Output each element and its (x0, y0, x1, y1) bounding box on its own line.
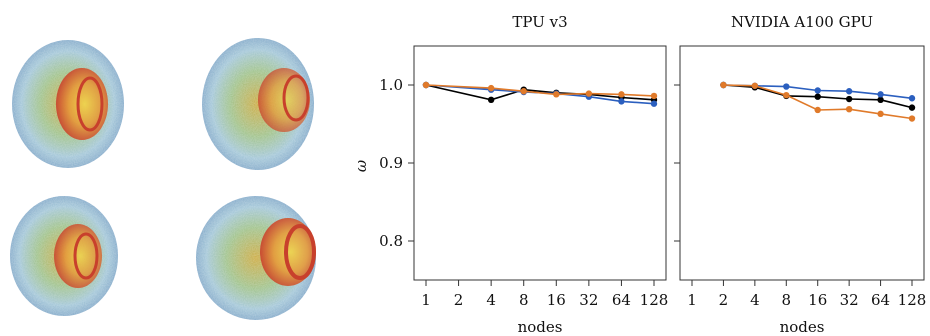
x-axis-label: nodes (780, 318, 825, 336)
simulation-render-bottom-right (196, 196, 316, 320)
data-point (520, 88, 527, 95)
data-point (618, 98, 625, 105)
data-point (618, 91, 625, 98)
x-tick-label: 8 (782, 291, 792, 309)
data-point (877, 96, 884, 104)
x-tick-label: 1 (421, 291, 431, 309)
data-point (720, 81, 727, 89)
data-point (422, 81, 430, 89)
data-point (877, 110, 884, 118)
data-point (814, 93, 821, 100)
data-point (845, 88, 853, 95)
simulation-render-top-right (202, 38, 314, 170)
x-tick-label: 64 (871, 291, 890, 309)
data-point (553, 91, 560, 98)
data-point (487, 96, 495, 104)
x-tick-label: 16 (547, 291, 566, 309)
data-point (814, 106, 821, 114)
chart-title: TPU v3 (512, 13, 567, 31)
data-point (650, 100, 658, 107)
x-tick-label: 1 (687, 291, 697, 309)
chart-title: NVIDIA A100 GPU (731, 13, 873, 31)
x-tick-label: 2 (719, 291, 729, 309)
series-3 (422, 81, 658, 100)
data-point (877, 91, 884, 98)
data-point (845, 95, 853, 103)
x-tick-label: 128 (640, 291, 669, 309)
chart-panel-1: TPU v3 1 2 4 8 16 32 64 128 nodes 0.8 0.9 1.0 ω (352, 13, 668, 336)
x-axis-label: nodes (518, 318, 563, 336)
data-point (783, 91, 790, 99)
y-tick-label: 0.8 (379, 232, 403, 250)
data-point (845, 105, 853, 113)
y-tick-label: 1.0 (379, 76, 403, 94)
charts: TPU v31 2 4 8 16 32 64 128nodes0.80.91.0ωNVIDIA… (352, 13, 926, 336)
plot-frame (679, 45, 925, 281)
series-3 (720, 81, 916, 122)
x-tick-label: 64 (612, 291, 631, 309)
simulation-render-top-left (12, 40, 124, 168)
x-tick-label: 32 (840, 291, 859, 309)
data-point (751, 82, 759, 89)
data-point (585, 90, 593, 97)
data-point (650, 92, 658, 100)
chart-panel-2: NVIDIA A100 GPU 1 2 4 8 16 32 64 128 nodes (674, 13, 926, 336)
x-tick-label: 128 (898, 291, 927, 309)
data-point (783, 83, 790, 90)
simulation-render-bottom-left (10, 196, 118, 316)
data-point (487, 84, 495, 92)
x-tick-label: 4 (750, 291, 760, 309)
x-tick-label: 16 (808, 291, 827, 309)
plot-frame (413, 45, 667, 281)
data-point (908, 115, 916, 122)
x-tick-label: 32 (579, 291, 598, 309)
x-tick-label: 2 (454, 291, 464, 309)
y-tick-label: 0.9 (379, 154, 403, 172)
x-tick-label: 4 (486, 291, 496, 309)
y-axis-label: ω (352, 160, 370, 172)
data-point (908, 104, 916, 111)
data-point (908, 95, 916, 102)
data-point (814, 87, 821, 94)
x-tick-label: 8 (519, 291, 529, 309)
